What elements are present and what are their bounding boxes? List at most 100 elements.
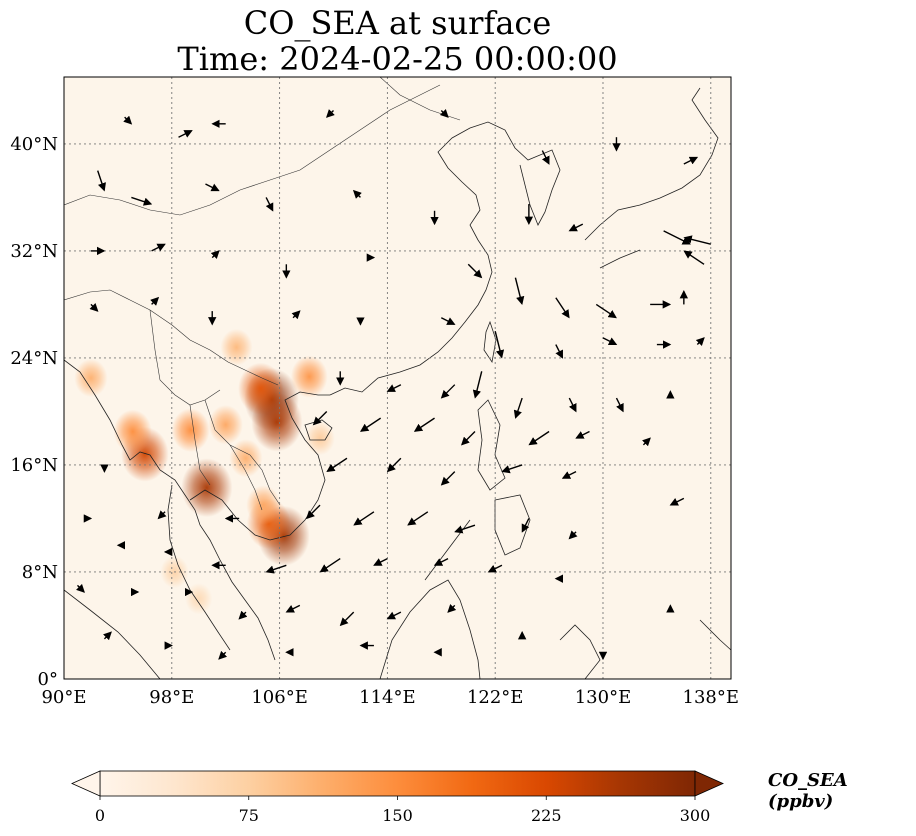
concentration-field (74, 328, 335, 615)
wind-arrow (178, 130, 193, 138)
lat-tick-label: 32°N (10, 241, 58, 262)
luzon-coastline (477, 399, 506, 491)
lat-tick-label: 40°N (10, 134, 58, 155)
wind-arrow (683, 250, 705, 265)
co-hotspot (246, 485, 281, 525)
country-borders (64, 77, 461, 511)
co-hotspot (171, 408, 210, 453)
wind-arrow (359, 417, 382, 432)
lon-tick-label: 90°E (41, 687, 86, 708)
borneo-coastline (379, 579, 481, 679)
wind-arrow (433, 557, 449, 566)
wind-arrow (513, 397, 523, 419)
latitude-tick-labels: 0° 8°N 16°N 24°N 32°N 40°N (10, 134, 58, 690)
lat-tick-label: 8°N (22, 562, 58, 583)
wind-arrow (205, 183, 220, 192)
colorbar-low-extension (71, 770, 101, 797)
wind-arrow (561, 471, 577, 479)
wind-arrow (326, 457, 348, 473)
wind-arrow (89, 303, 99, 312)
wind-arrow (373, 557, 388, 566)
wind-arrow (131, 196, 153, 206)
co-hotspot (290, 355, 328, 398)
lon-tick-label: 98°E (149, 687, 194, 708)
wind-arrow (440, 317, 456, 325)
wind-arrow (595, 303, 617, 319)
wind-arrow (238, 610, 248, 620)
wind-arrow (76, 583, 85, 593)
sumatra-coastline (64, 589, 161, 679)
wind-arrow (514, 277, 525, 306)
colorbar-tick-label: 300 (680, 806, 711, 825)
wind-arrow (386, 384, 402, 392)
wind-arrow (123, 115, 133, 125)
sulawesi-coastline (559, 624, 601, 679)
wind-arrow (528, 430, 550, 446)
colorbar-gradient (99, 770, 696, 797)
wind-arrow (407, 511, 429, 526)
japan-coastline (584, 87, 719, 269)
wind-arrow (521, 518, 530, 533)
wind-arrow (151, 243, 166, 252)
wind-arrow (494, 331, 505, 359)
colorbar: 0 75 150 225 300 (71, 770, 724, 825)
wind-arrow (210, 250, 220, 260)
co-hotspot (238, 362, 284, 415)
wind-vectors (76, 109, 711, 661)
wind-arrow (695, 337, 705, 346)
wind-arrow (602, 337, 618, 345)
wind-arrow (447, 604, 457, 613)
longitude-tick-labels: 90°E 98°E 106°E 114°E 122°E 130°E 138°E (41, 687, 739, 708)
wind-arrow (467, 263, 483, 279)
wind-arrow (97, 170, 106, 192)
gridlines (64, 77, 731, 679)
wind-arrow (386, 611, 402, 620)
wind-arrow (541, 150, 550, 165)
co-hotspot (305, 421, 335, 456)
wind-arrow (157, 510, 167, 520)
co-hotspot (220, 328, 253, 366)
lon-tick-label: 122°E (467, 687, 524, 708)
china-coastline (329, 121, 561, 396)
wind-arrow (150, 296, 160, 306)
wind-arrow (353, 511, 375, 526)
colorbar-tick-label: 150 (382, 806, 413, 825)
colorbar-tick-label: 0 (95, 806, 105, 825)
wind-arrow (555, 297, 570, 319)
wind-arrow (339, 611, 355, 627)
wind-arrow (568, 397, 577, 413)
wind-arrow (440, 384, 456, 399)
map-background (64, 77, 731, 679)
wind-arrow (352, 189, 362, 199)
wind-arrow (460, 431, 476, 446)
wind-arrow (440, 471, 456, 486)
wind-arrow (285, 604, 301, 613)
wind-arrow (501, 464, 523, 474)
wind-arrow (265, 564, 287, 574)
map-time-subtitle: Time: 2024-02-25 00:00:00 (177, 40, 618, 78)
wind-arrow (575, 430, 590, 439)
wind-arrow (439, 109, 449, 118)
wind-arrow (568, 530, 578, 540)
wind-arrow (265, 197, 274, 212)
lon-tick-label: 106°E (251, 687, 308, 708)
wind-arrow (683, 156, 699, 165)
co-hotspot (74, 358, 108, 398)
wind-arrow (641, 437, 651, 447)
new-guinea-coastline (699, 619, 731, 651)
colorbar-tick-labels: 0 75 150 225 300 (95, 796, 710, 825)
wind-arrow (615, 397, 624, 413)
lon-tick-label: 130°E (575, 687, 632, 708)
lon-tick-label: 114°E (359, 687, 416, 708)
wind-arrow (555, 344, 563, 359)
wind-arrow (319, 558, 341, 573)
wind-arrow (487, 564, 503, 573)
co-hotspot (113, 409, 152, 454)
wind-arrow (454, 524, 476, 534)
wind-arrow (306, 504, 321, 520)
wind-arrow (683, 235, 711, 245)
co-hotspot (181, 458, 233, 518)
lon-tick-label: 138°E (683, 687, 740, 708)
indochina-coastline (64, 359, 330, 661)
